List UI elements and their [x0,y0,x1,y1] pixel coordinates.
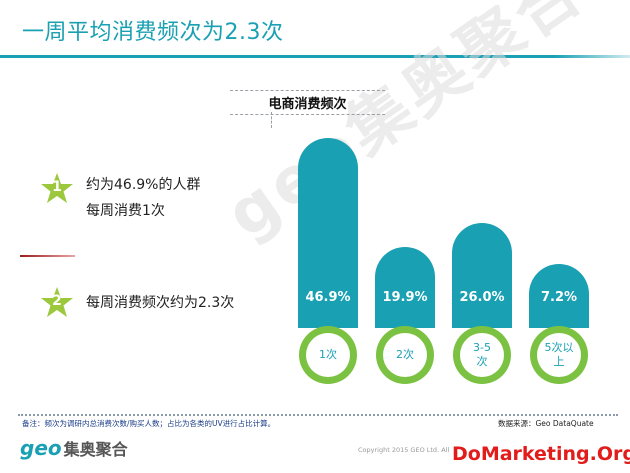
point-1-line-2: 每周消费1次 [86,203,165,219]
point-1: 1 约为46.9%的人群 每周消费1次 [40,172,200,224]
footer-rule [18,414,618,416]
bar [298,138,358,328]
page-title: 一周平均消费频次为2.3次 [22,20,284,45]
copyright: Copyright 2015 GEO Ltd. All [358,446,450,454]
bar [452,222,512,328]
bar-value-label: 7.2% [540,290,578,305]
category-label: 2次 [383,333,427,377]
category-badge: 5次以上 [530,326,588,384]
star-badge-icon: 2 [40,286,74,320]
star-badge-icon: 1 [40,172,74,206]
category-badge: 2次 [376,326,434,384]
star-badge-number: 2 [52,293,62,309]
bar [375,247,435,328]
logo-geo-text: geo [20,436,62,460]
point-2: 2 每周消费频次约为2.3次 [40,286,234,320]
site-watermark: DoMarketing.Org [452,443,630,465]
bar [529,264,589,328]
chart-title-box: 电商消费频次 [230,90,385,115]
bar-value-label: 46.9% [305,290,351,305]
chart-title: 电商消费频次 [268,97,347,112]
footnote: 备注：频次为调研内总消费次数/购买人数；占比为各类的UV进行占比计算。 [22,419,276,428]
bar-value-label: 26.0% [459,290,505,305]
title-underline [0,55,630,58]
category-badge: 3-5 次 [453,326,511,384]
bar-value-label: 19.9% [382,290,428,305]
chart-title-connector [271,112,273,128]
divider [20,255,75,257]
category-label: 3-5 次 [460,333,504,377]
point-2-line-1: 每周消费频次约为2.3次 [86,295,235,311]
point-1-text: 约为46.9%的人群 每周消费1次 [86,172,200,224]
point-2-text: 每周消费频次约为2.3次 [86,286,234,320]
category-label: 1次 [306,333,350,377]
category-label: 5次以上 [537,333,581,377]
company-logo: geo 集奥聚合 [20,436,128,460]
data-source: 数据来源：Geo DataQuate [498,419,594,428]
point-1-line-1: 约为46.9%的人群 [86,177,201,193]
logo-cn-text: 集奥聚合 [63,440,128,459]
category-badge: 1次 [299,326,357,384]
star-badge-number: 1 [52,179,62,195]
